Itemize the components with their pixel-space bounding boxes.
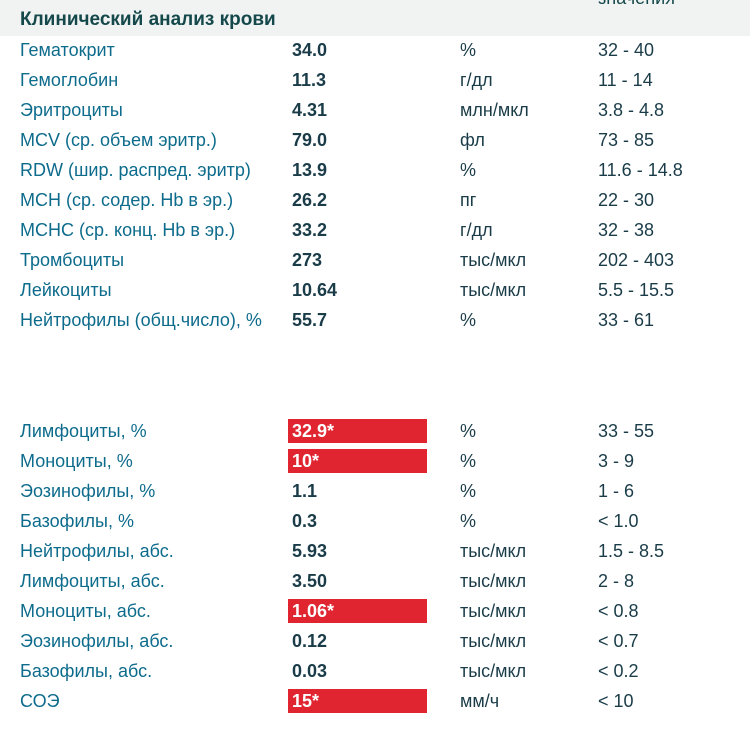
test-unit: % bbox=[460, 160, 477, 180]
test-unit: % bbox=[460, 310, 477, 330]
test-value: 15* bbox=[292, 691, 320, 711]
test-unit: тыс/мкл bbox=[460, 661, 527, 681]
flag-highlight bbox=[288, 599, 427, 623]
test-value: 5.93 bbox=[292, 541, 328, 561]
reference-range: 11.6 - 14.8 bbox=[598, 160, 683, 180]
test-name: MCV (ср. объем эритр.) bbox=[20, 130, 217, 150]
title: Клинический анализ крови bbox=[20, 9, 276, 30]
test-name: Эозинофилы, % bbox=[20, 481, 156, 501]
test-value: 26.2 bbox=[292, 190, 328, 210]
reference-range: 202 - 403 bbox=[598, 250, 675, 270]
test-name: Моноциты, % bbox=[20, 451, 133, 471]
reference-range: 33 - 55 bbox=[598, 421, 655, 441]
reference-range: 33 - 61 bbox=[598, 310, 655, 330]
test-name: Лейкоциты bbox=[20, 280, 112, 300]
test-unit: тыс/мкл bbox=[460, 541, 527, 561]
test-unit: млн/мкл bbox=[460, 100, 529, 120]
reference-range: 73 - 85 bbox=[598, 130, 655, 150]
test-value: 1.1 bbox=[292, 481, 318, 501]
test-unit: % bbox=[460, 481, 477, 501]
reference-range: 2 - 8 bbox=[598, 571, 635, 591]
test-unit: тыс/мкл bbox=[460, 571, 527, 591]
test-name: Эозинофилы, абс. bbox=[20, 631, 174, 651]
test-value: 0.3 bbox=[292, 511, 318, 531]
flag-highlight bbox=[288, 449, 427, 473]
test-name: RDW (шир. распред. эритр) bbox=[20, 160, 251, 180]
flag-highlight bbox=[288, 419, 427, 443]
test-unit: мм/ч bbox=[460, 691, 500, 711]
reference-range: < 0.7 bbox=[598, 631, 639, 651]
reference-range: < 0.2 bbox=[598, 661, 639, 681]
test-name: Гематокрит bbox=[20, 40, 115, 60]
reference-range: < 1.0 bbox=[598, 511, 639, 531]
test-value: 0.12 bbox=[292, 631, 328, 651]
test-name: MCHC (ср. конц. Hb в эр.) bbox=[20, 220, 236, 240]
title-band bbox=[0, 0, 750, 36]
test-unit: % bbox=[460, 451, 477, 471]
test-value: 11.3 bbox=[292, 70, 327, 90]
reference-range: 5.5 - 15.5 bbox=[598, 280, 675, 300]
test-unit: % bbox=[460, 40, 477, 60]
test-unit: фл bbox=[460, 130, 485, 150]
column-note: значения bbox=[598, 0, 675, 9]
test-value: 32.9* bbox=[292, 421, 335, 441]
reference-range: 3 - 9 bbox=[598, 451, 635, 471]
flag-highlight bbox=[288, 689, 427, 713]
test-name: Базофилы, % bbox=[20, 511, 134, 531]
test-unit: тыс/мкл bbox=[460, 631, 527, 651]
test-value: 10.64 bbox=[292, 280, 338, 300]
reference-range: 11 - 14 bbox=[598, 70, 653, 90]
test-name: СОЭ bbox=[20, 691, 60, 711]
test-unit: % bbox=[460, 421, 477, 441]
reference-range: 22 - 30 bbox=[598, 190, 655, 210]
test-name: Гемоглобин bbox=[20, 70, 119, 90]
test-unit: тыс/мкл bbox=[460, 250, 527, 270]
test-value: 4.31 bbox=[292, 100, 328, 120]
test-value: 10* bbox=[292, 451, 320, 471]
test-value: 273 bbox=[292, 250, 323, 270]
test-name: MCH (ср. содер. Hb в эр.) bbox=[20, 190, 234, 210]
reference-range: < 10 bbox=[598, 691, 634, 711]
test-unit: тыс/мкл bbox=[460, 601, 527, 621]
reference-range: 32 - 38 bbox=[598, 220, 655, 240]
test-name: Базофилы, абс. bbox=[20, 661, 153, 681]
test-value: 55.7 bbox=[292, 310, 328, 330]
reference-range: 1.5 - 8.5 bbox=[598, 541, 665, 561]
test-name: Нейтрофилы, абс. bbox=[20, 541, 174, 561]
test-value: 1.06* bbox=[292, 601, 335, 621]
test-unit: г/дл bbox=[460, 220, 493, 240]
test-name: Нейтрофилы (общ.число), % bbox=[20, 310, 262, 330]
test-unit: тыс/мкл bbox=[460, 280, 527, 300]
test-name: Тромбоциты bbox=[20, 250, 125, 270]
reference-range: 32 - 40 bbox=[598, 40, 655, 60]
reference-range: 3.8 - 4.8 bbox=[598, 100, 665, 120]
test-unit: % bbox=[460, 511, 477, 531]
test-name: Лимфоциты, % bbox=[20, 421, 147, 441]
reference-range: < 0.8 bbox=[598, 601, 639, 621]
test-name: Лимфоциты, абс. bbox=[20, 571, 165, 591]
test-value: 79.0 bbox=[292, 130, 328, 150]
test-value: 3.50 bbox=[292, 571, 328, 591]
test-value: 13.9 bbox=[292, 160, 328, 180]
test-value: 34.0 bbox=[292, 40, 328, 60]
test-value: 0.03 bbox=[292, 661, 328, 681]
test-name: Эритроциты bbox=[20, 100, 123, 120]
test-unit: г/дл bbox=[460, 70, 493, 90]
test-unit: пг bbox=[460, 190, 477, 210]
test-value: 33.2 bbox=[292, 220, 328, 240]
reference-range: 1 - 6 bbox=[598, 481, 635, 501]
test-name: Моноциты, абс. bbox=[20, 601, 151, 621]
